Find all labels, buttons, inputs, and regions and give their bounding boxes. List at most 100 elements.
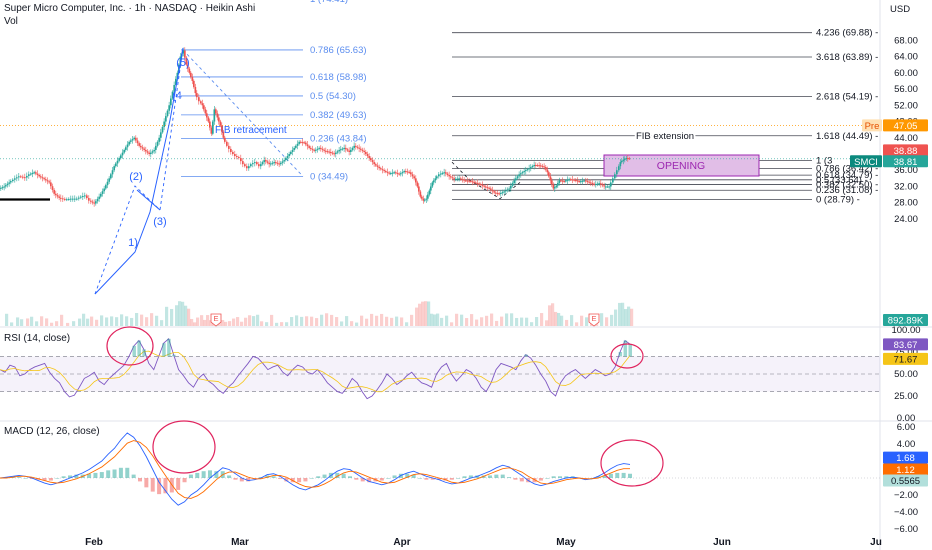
rsi-tick-label: 0.00 bbox=[897, 413, 916, 424]
volume-bar bbox=[305, 316, 309, 326]
rsi-highlight-circle bbox=[106, 326, 154, 366]
candle bbox=[250, 164, 252, 167]
candle bbox=[20, 176, 22, 178]
candle bbox=[411, 174, 414, 177]
fib-retracement-label: 1 (74.41) bbox=[310, 0, 348, 5]
candle bbox=[393, 172, 396, 174]
candle bbox=[270, 163, 272, 165]
candle bbox=[476, 182, 479, 184]
candle bbox=[240, 158, 242, 162]
candle bbox=[140, 145, 142, 148]
macd-histogram-bar bbox=[602, 475, 607, 478]
candle bbox=[306, 144, 309, 147]
rsi-overbought-fill bbox=[628, 344, 632, 357]
volume-bar bbox=[355, 322, 359, 326]
candle bbox=[24, 177, 26, 179]
macd-histogram-bar bbox=[456, 478, 461, 479]
macd-histogram-bar bbox=[386, 478, 391, 479]
macd-histogram-bar bbox=[93, 472, 98, 478]
candle bbox=[431, 182, 434, 187]
macd-histogram-bar bbox=[297, 478, 302, 483]
candle bbox=[555, 185, 558, 188]
candle bbox=[598, 183, 601, 185]
macd-histogram-bar bbox=[144, 478, 149, 488]
fib-retracement-label: 0.786 (65.63) bbox=[310, 45, 367, 56]
candle bbox=[244, 164, 246, 167]
candle bbox=[135, 137, 137, 141]
macd-highlight-circle bbox=[600, 439, 664, 487]
fib-extension-trend bbox=[451, 161, 521, 200]
candle bbox=[453, 178, 456, 180]
candle bbox=[0, 187, 2, 189]
macd-histogram-bar bbox=[418, 478, 422, 479]
candle bbox=[210, 127, 213, 134]
candle bbox=[554, 187, 556, 189]
histogram-value-tag-text: 0.5565 bbox=[891, 476, 920, 487]
candle bbox=[207, 117, 210, 122]
macd-histogram-bar bbox=[488, 475, 492, 478]
candle bbox=[618, 166, 620, 171]
candle bbox=[175, 78, 177, 85]
time-tick-label: Ju bbox=[870, 537, 882, 548]
rsi-overbought-fill bbox=[623, 340, 628, 357]
candle bbox=[483, 185, 486, 187]
macd-histogram-bar bbox=[74, 474, 79, 478]
candle bbox=[560, 180, 562, 182]
value-tag-background bbox=[883, 144, 928, 157]
candle bbox=[361, 149, 364, 151]
volume-bar bbox=[140, 314, 144, 326]
candle bbox=[348, 150, 351, 152]
macd-histogram-bar bbox=[367, 478, 372, 483]
candle bbox=[515, 178, 517, 181]
candle bbox=[291, 149, 294, 152]
candle bbox=[351, 147, 354, 150]
candle bbox=[263, 160, 266, 163]
rsi-label: RSI (14, close) bbox=[4, 333, 71, 344]
volume-bar bbox=[610, 314, 614, 326]
earnings-icon bbox=[210, 313, 222, 327]
candle bbox=[326, 151, 329, 153]
fib-retracement-name: FIB retracement bbox=[215, 125, 287, 136]
candle bbox=[8, 182, 11, 184]
fib-extension-label: 0.786 (36.42) - bbox=[816, 164, 878, 175]
candle bbox=[525, 170, 527, 172]
volume-bar bbox=[490, 313, 494, 326]
candle bbox=[606, 186, 609, 188]
candle bbox=[343, 147, 346, 149]
candle bbox=[427, 194, 429, 199]
candle bbox=[496, 192, 499, 194]
volume-bar bbox=[551, 303, 555, 326]
volume-bar bbox=[30, 316, 34, 326]
macd-tick-label: 6.00 bbox=[897, 422, 916, 433]
candle bbox=[226, 141, 228, 146]
fib-retracement-label: 0.382 (49.63) bbox=[310, 110, 367, 121]
macd-histogram-bar bbox=[379, 478, 384, 481]
volume-bar bbox=[421, 301, 425, 326]
volume-bar bbox=[155, 315, 159, 326]
candle bbox=[363, 150, 366, 152]
candle bbox=[91, 201, 94, 203]
candle bbox=[331, 152, 334, 154]
candle bbox=[260, 164, 262, 167]
volume-bar bbox=[525, 317, 529, 326]
candle bbox=[593, 183, 596, 185]
candle bbox=[466, 180, 469, 182]
candle bbox=[551, 180, 553, 185]
rsi-band bbox=[0, 356, 880, 392]
volume-bar bbox=[175, 305, 179, 326]
macd-histogram-bar bbox=[246, 478, 251, 482]
signal-value-tag: 1.12 bbox=[883, 463, 928, 476]
volume-bar bbox=[580, 315, 584, 326]
time-tick-label: Mar bbox=[231, 537, 249, 548]
candle bbox=[461, 179, 464, 181]
candle bbox=[193, 80, 195, 88]
volume-bar bbox=[335, 317, 339, 326]
fib-extension-label: 0.382 (32.50) - bbox=[816, 179, 878, 190]
candle bbox=[622, 159, 625, 161]
volume-bar bbox=[110, 316, 114, 326]
chart-title: Super Micro Computer, Inc. · 1h · NASDAQ… bbox=[4, 3, 256, 14]
candle bbox=[14, 178, 16, 180]
candle bbox=[188, 68, 191, 73]
candle bbox=[358, 147, 361, 149]
